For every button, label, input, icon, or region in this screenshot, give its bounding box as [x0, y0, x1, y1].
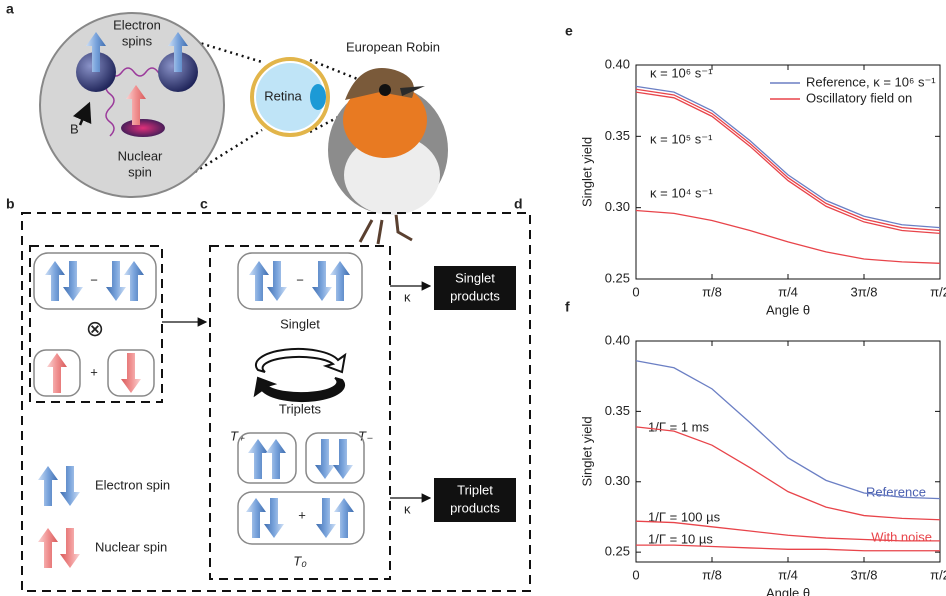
y-axis-label: Singlet yield: [579, 416, 594, 486]
x-tick-label: π/2: [930, 284, 946, 299]
caption: Triplets: [279, 401, 322, 416]
caption: Singlet: [280, 316, 320, 331]
operator: −: [296, 272, 304, 287]
state-label: T₋: [358, 428, 373, 443]
caption: Electron: [113, 17, 161, 32]
coupling: [105, 79, 115, 137]
y-tick-label: 0.35: [605, 128, 630, 143]
y-tick-label: 0.40: [605, 332, 630, 347]
x-tick-label: 0: [632, 567, 639, 582]
annotation: 1/Γ = 1 ms: [648, 419, 709, 434]
legend-label: Oscillatory field on: [806, 90, 912, 105]
y-tick-label: 0.25: [605, 544, 630, 559]
eye-inner: [256, 63, 324, 131]
series-line: [635, 88, 941, 232]
panel-label: c: [200, 196, 208, 212]
electron: [158, 52, 198, 92]
zoom-line: [309, 94, 379, 134]
panel-label: d: [514, 196, 523, 212]
x-axis-label: Angle θ: [766, 302, 810, 317]
state-label: T₊: [230, 428, 245, 443]
x-tick-label: 3π/8: [850, 567, 877, 582]
field-label: B: [70, 121, 79, 136]
interconversion: [253, 347, 347, 403]
rate: κ: [404, 501, 411, 516]
panel-a: a B Electron spins Nuclear spin Retina E…: [6, 1, 448, 245]
series-line: [635, 360, 941, 500]
panel-bcd: b c d − ⊗ + Electron spin Nuclear spin −…: [6, 196, 531, 592]
product-text: products: [450, 288, 500, 303]
lens: [310, 84, 326, 110]
x-tick-label: π/4: [778, 284, 798, 299]
panel-label: e: [565, 23, 573, 39]
x-tick-label: 3π/8: [850, 284, 877, 299]
product: [434, 478, 516, 522]
series-line: [635, 91, 941, 234]
operator: −: [90, 272, 98, 287]
zoom-line: [309, 58, 381, 90]
series-line: [635, 520, 940, 542]
nucleus: [121, 119, 165, 137]
outer-box: [21, 212, 531, 592]
caption: Nuclear: [118, 148, 163, 163]
product-box: [29, 245, 163, 403]
legend-label: Reference, κ = 10⁶ s⁻¹: [806, 74, 936, 89]
annotation: κ = 10⁵ s⁻¹: [650, 131, 713, 146]
series-line: [635, 85, 941, 229]
zoom-line: [189, 128, 263, 177]
state: [237, 491, 365, 545]
caption: European Robin: [346, 39, 440, 54]
product-text: products: [450, 500, 500, 515]
x-tick-label: π/4: [778, 567, 798, 582]
state: [237, 432, 297, 484]
caption: spins: [122, 33, 153, 48]
series-line: [635, 426, 941, 521]
y-tick-label: 0.25: [605, 270, 630, 285]
y-tick-label: 0.35: [605, 403, 630, 418]
series-line: [635, 209, 941, 264]
y-tick-label: 0.30: [605, 473, 630, 488]
operator: ⊗: [86, 316, 104, 341]
annotation: 1/Γ = 100 µs: [648, 509, 721, 524]
x-tick-label: π/8: [702, 284, 722, 299]
operator: +: [90, 364, 98, 379]
spin-box: [209, 245, 391, 580]
operator: +: [298, 507, 306, 522]
product: [434, 266, 516, 310]
y-tick-label: 0.30: [605, 199, 630, 214]
x-tick-label: π/2: [930, 567, 946, 582]
x-axis-label: Angle θ: [766, 585, 810, 596]
legend-text: Electron spin: [95, 477, 170, 492]
series-line: [636, 544, 940, 552]
robin: [328, 68, 448, 245]
state: [33, 252, 157, 310]
field-arrow: [72, 101, 92, 126]
electron: [76, 52, 116, 92]
state: [107, 349, 155, 397]
x-tick-label: 0: [632, 284, 639, 299]
state-label: T₀: [293, 553, 307, 568]
rate: κ: [404, 289, 411, 304]
panel-label: f: [565, 299, 570, 315]
x-tick-label: π/8: [702, 567, 722, 582]
annotation: κ = 10⁴ s⁻¹: [650, 185, 713, 200]
zoom-line: [189, 38, 263, 64]
state: [33, 349, 81, 397]
caption: Retina: [264, 88, 302, 103]
y-axis-label: Singlet yield: [579, 137, 594, 207]
state: [237, 252, 363, 310]
panel-label: b: [6, 196, 15, 212]
annotation: 1/Γ = 10 µs: [648, 531, 713, 546]
state: [305, 432, 365, 484]
product-text: Triplet: [457, 482, 493, 497]
caption: spin: [128, 164, 152, 179]
annotation: κ = 10⁶ s⁻¹: [650, 65, 713, 80]
annotation: Reference: [866, 484, 926, 499]
annotation: With noise: [871, 529, 932, 544]
y-tick-label: 0.40: [605, 56, 630, 71]
panel-label: a: [6, 1, 14, 17]
product-text: Singlet: [455, 270, 495, 285]
legend-text: Nuclear spin: [95, 539, 167, 554]
